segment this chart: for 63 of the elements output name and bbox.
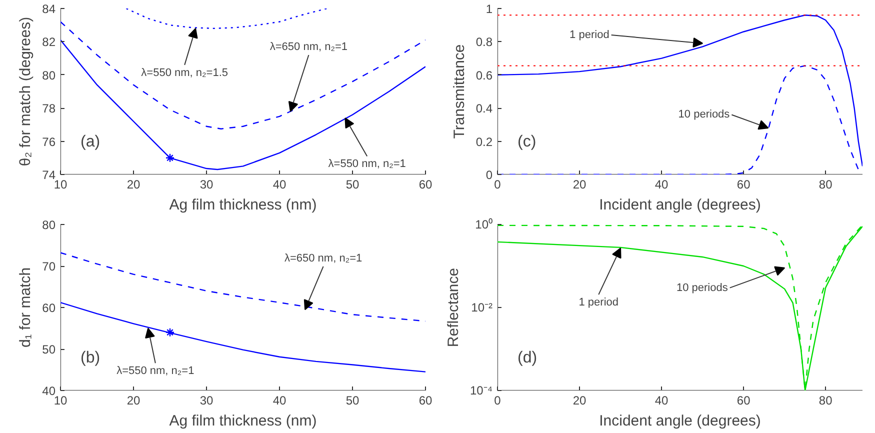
x-tick-label: 60 bbox=[418, 394, 432, 408]
x-tick-label: 40 bbox=[654, 178, 669, 192]
x-tick-label: 40 bbox=[654, 394, 669, 408]
x-tick-label: 30 bbox=[200, 394, 214, 408]
y-tick-label: 70 bbox=[42, 260, 56, 274]
x-axis-title: Incident angle (degrees) bbox=[599, 196, 761, 214]
x-tick-label: 60 bbox=[736, 394, 751, 408]
y-tick-label: 50 bbox=[42, 342, 56, 356]
x-tick-label: 20 bbox=[572, 394, 587, 408]
annotation: 1 period bbox=[578, 296, 619, 309]
y-tick-label: 40 bbox=[42, 384, 56, 398]
x-tick-label: 60 bbox=[736, 178, 751, 192]
y-axis-title: Transmittance bbox=[450, 44, 468, 139]
y-tick-label: 10⁰ bbox=[475, 218, 493, 232]
annotation: (c) bbox=[518, 134, 536, 150]
x-tick-label: 80 bbox=[818, 394, 833, 408]
y-tick-label: 80 bbox=[42, 68, 56, 82]
annotation: 10 periods bbox=[676, 282, 728, 294]
annotation: λ=550 nm, n₂=1.5 bbox=[141, 66, 228, 79]
x-axis-title: Incident angle (degrees) bbox=[599, 412, 761, 430]
y-axis-title: Reflectance bbox=[444, 268, 462, 348]
y-tick-label: 82 bbox=[42, 35, 56, 50]
x-tick-label: 50 bbox=[346, 178, 360, 192]
y-tick-label: 0.8 bbox=[476, 35, 493, 50]
y-tick-label: 1 bbox=[486, 2, 493, 16]
annotation: (b) bbox=[80, 350, 100, 366]
y-tick-label: 84 bbox=[42, 2, 56, 16]
y-tick-label: 0 bbox=[486, 168, 493, 182]
x-tick-label: 20 bbox=[572, 178, 587, 192]
x-tick-label: 20 bbox=[126, 178, 140, 192]
annotation: λ=650 nm, n₂=1 bbox=[270, 40, 348, 53]
x-axis-title: Ag film thickness (nm) bbox=[169, 412, 317, 430]
x-tick-label: 10 bbox=[54, 178, 68, 192]
y-tick-label: 80 bbox=[42, 218, 56, 232]
x-tick-label: 40 bbox=[272, 178, 286, 192]
y-axis-title: θ₂ for match (degrees) bbox=[17, 16, 34, 166]
x-tick-label: 30 bbox=[200, 178, 214, 192]
y-tick-label: 0.4 bbox=[476, 102, 493, 116]
annotation: λ=650 nm, n₂=1 bbox=[284, 252, 362, 264]
x-tick-label: 40 bbox=[272, 394, 286, 408]
annotation: λ=550 nm, n₂=1 bbox=[328, 158, 406, 170]
y-tick-label: 10⁻² bbox=[471, 300, 493, 314]
y-tick-label: 78 bbox=[42, 102, 56, 116]
annotation: 10 periods bbox=[678, 108, 730, 121]
x-tick-label: 0 bbox=[494, 394, 502, 408]
y-tick-label: 10⁻⁴ bbox=[470, 384, 493, 398]
annotation: 1 period bbox=[570, 29, 610, 42]
x-tick-label: 20 bbox=[126, 394, 140, 408]
x-tick-label: 10 bbox=[54, 394, 68, 408]
x-tick-label: 50 bbox=[346, 394, 360, 408]
x-tick-label: 60 bbox=[418, 178, 432, 192]
y-axis-title: d₁ for match bbox=[17, 267, 34, 348]
annotation: (a) bbox=[80, 134, 100, 150]
y-tick-label: 0.2 bbox=[476, 134, 493, 149]
annotation: (d) bbox=[518, 350, 538, 366]
annotation: λ=550 nm, n₂=1 bbox=[116, 365, 194, 378]
x-axis-title: Ag film thickness (nm) bbox=[169, 196, 317, 214]
y-tick-label: 74 bbox=[42, 168, 56, 182]
y-tick-label: 60 bbox=[42, 301, 56, 315]
y-tick-label: 76 bbox=[42, 134, 56, 149]
y-tick-label: 0.6 bbox=[476, 68, 493, 82]
x-tick-label: 0 bbox=[494, 178, 502, 192]
x-tick-label: 80 bbox=[818, 178, 833, 192]
